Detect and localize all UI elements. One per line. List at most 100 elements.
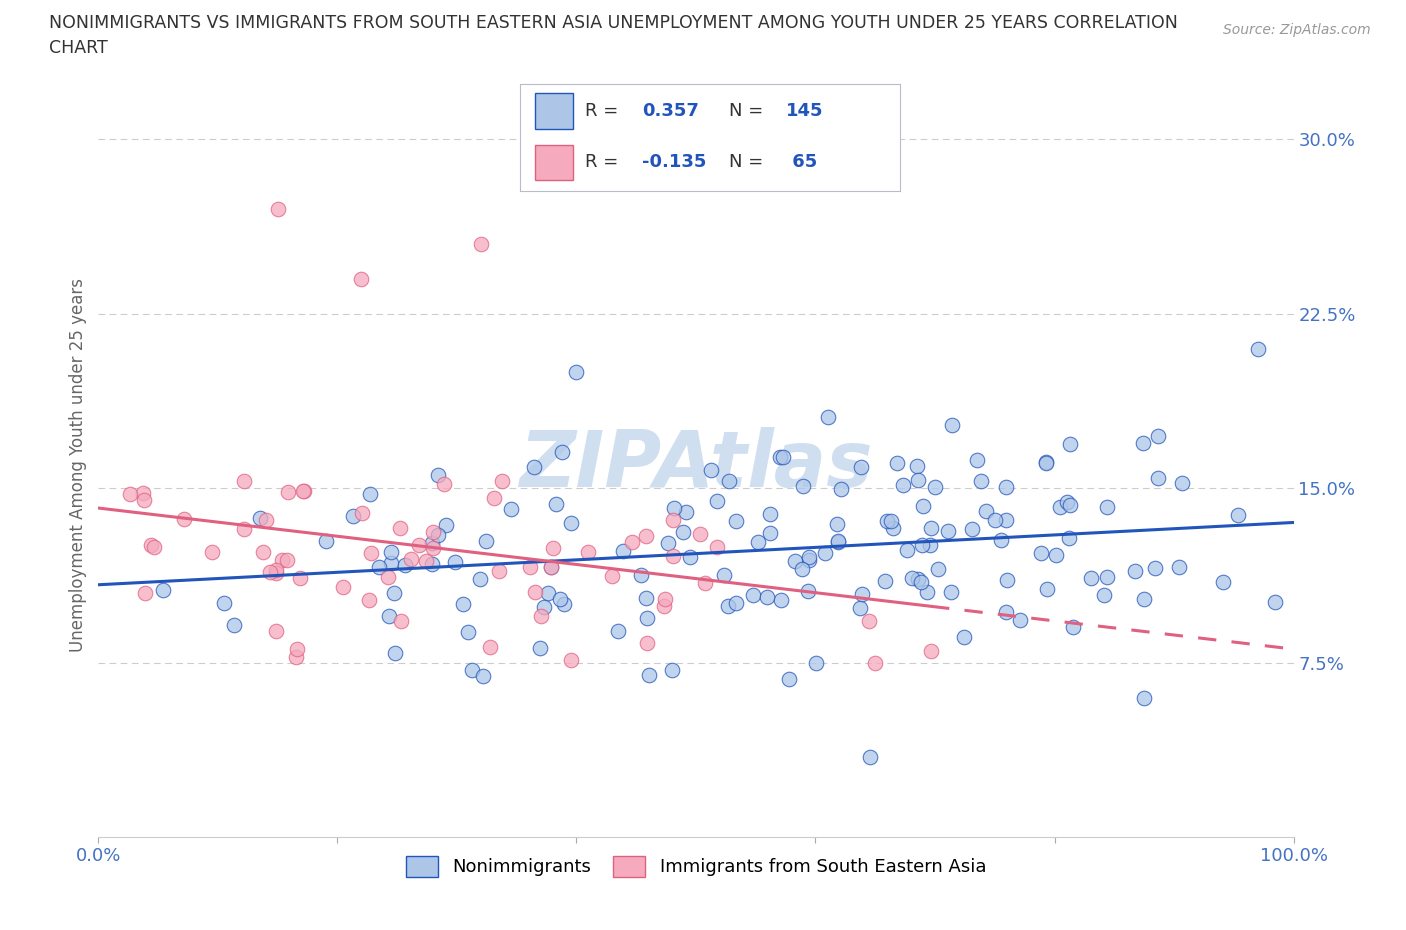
Point [529, 640, 551, 655]
FancyBboxPatch shape [536, 93, 574, 128]
Point [292, 484, 315, 498]
Point [499, 501, 522, 516]
Point [747, 535, 769, 550]
Point [408, 538, 430, 552]
Point [700, 462, 723, 477]
Point [200, 545, 222, 560]
Text: N =: N = [730, 102, 763, 120]
Point [716, 598, 738, 613]
Point [422, 525, 444, 539]
Point [941, 585, 963, 600]
Point [910, 575, 932, 590]
Point [427, 527, 450, 542]
Point [994, 480, 1017, 495]
Point [132, 493, 155, 508]
Point [612, 543, 634, 558]
Point [357, 592, 380, 607]
Point [222, 618, 245, 632]
Point [804, 656, 827, 671]
Point [675, 505, 697, 520]
Point [540, 560, 562, 575]
Point [984, 513, 1007, 528]
Point [706, 493, 728, 508]
Point [252, 544, 274, 559]
Point [1264, 595, 1286, 610]
Point [1049, 499, 1071, 514]
Point [911, 498, 934, 513]
Point [143, 539, 166, 554]
Point [661, 663, 683, 678]
Point [382, 586, 405, 601]
Point [315, 533, 337, 548]
Point [769, 449, 792, 464]
Point [415, 553, 437, 568]
Point [636, 529, 658, 544]
Point [865, 656, 887, 671]
Point [915, 585, 938, 600]
Point [548, 592, 571, 607]
Point [399, 551, 422, 566]
Point [141, 538, 163, 552]
Point [817, 410, 839, 425]
Point [1059, 531, 1081, 546]
Point [488, 564, 510, 578]
Point [770, 592, 793, 607]
Point [332, 580, 354, 595]
Point [848, 600, 870, 615]
Point [1171, 475, 1194, 490]
Point [285, 642, 308, 657]
Point [264, 563, 287, 578]
Point [920, 644, 942, 658]
Text: 145: 145 [786, 102, 824, 120]
FancyBboxPatch shape [536, 145, 574, 180]
Point [475, 533, 498, 548]
Point [1133, 690, 1156, 705]
Point [755, 590, 778, 604]
Point [1147, 429, 1170, 444]
Point [662, 549, 685, 564]
Point [886, 456, 908, 471]
Point [530, 608, 553, 623]
Point [1247, 341, 1270, 356]
Point [636, 591, 658, 605]
Point [1035, 454, 1057, 469]
Point [380, 545, 402, 560]
Point [851, 587, 873, 602]
Point [725, 595, 748, 610]
Point [907, 572, 929, 587]
Point [470, 572, 492, 587]
Point [1168, 560, 1191, 575]
Legend: Nonimmigrants, Immigrants from South Eastern Asia: Nonimmigrants, Immigrants from South Eas… [398, 848, 994, 884]
Point [1045, 548, 1067, 563]
Point [457, 624, 479, 639]
Point [523, 459, 546, 474]
Point [778, 671, 800, 686]
Point [797, 553, 820, 568]
Point [876, 514, 898, 529]
Point [858, 614, 880, 629]
Point [654, 591, 676, 606]
Point [772, 449, 794, 464]
Point [630, 567, 652, 582]
Point [388, 521, 411, 536]
Point [560, 516, 582, 531]
Point [551, 445, 574, 460]
Point [377, 569, 399, 584]
Point [990, 532, 1012, 547]
Point [233, 521, 256, 536]
Point [389, 613, 412, 628]
Point [267, 202, 290, 217]
Point [1212, 575, 1234, 590]
Point [976, 503, 998, 518]
Point [1062, 619, 1084, 634]
Point [759, 525, 782, 540]
Point [827, 534, 849, 549]
Point [134, 586, 156, 601]
Point [540, 560, 562, 575]
Point [718, 473, 741, 488]
Point [621, 535, 644, 550]
Point [427, 468, 450, 483]
Point [814, 545, 837, 560]
Point [636, 635, 658, 650]
Point [995, 573, 1018, 588]
